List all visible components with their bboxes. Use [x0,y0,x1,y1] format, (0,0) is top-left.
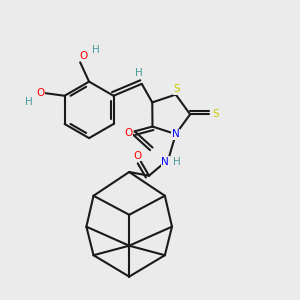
Text: S: S [213,109,219,119]
Text: N: N [161,157,169,167]
Text: S: S [173,84,180,94]
Text: H: H [92,45,100,56]
Text: O: O [80,51,88,61]
Text: O: O [124,128,132,138]
Text: H: H [173,157,181,167]
Text: N: N [172,129,180,139]
Text: H: H [135,68,143,78]
Text: O: O [37,88,45,98]
Text: H: H [25,97,33,107]
Text: O: O [134,151,142,160]
